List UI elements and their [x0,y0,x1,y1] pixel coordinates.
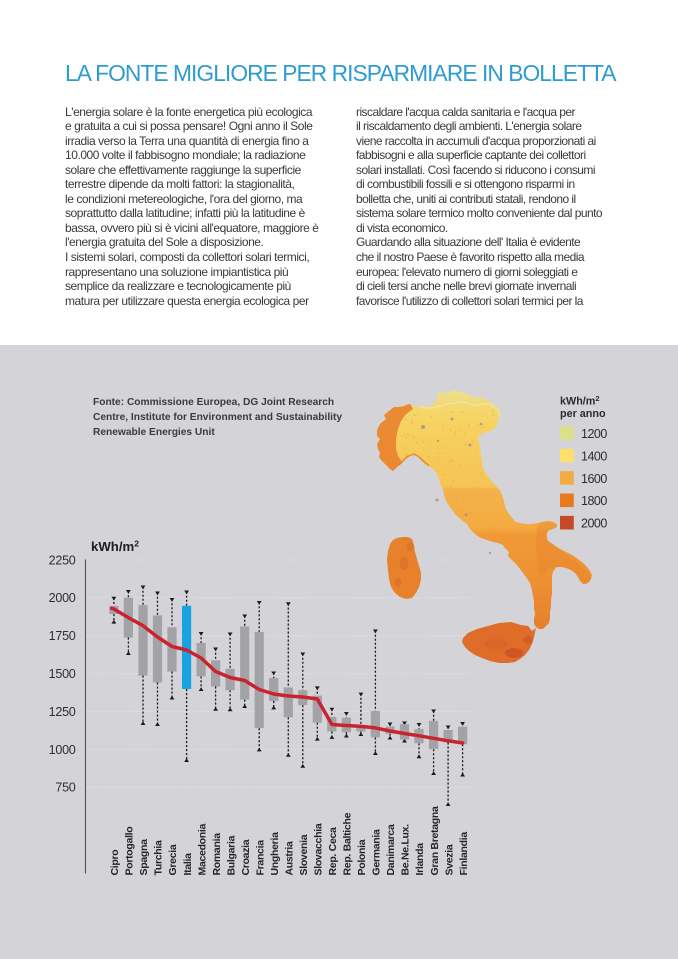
svg-text:750: 750 [55,781,75,795]
svg-text:Slovenia: Slovenia [298,834,310,875]
svg-text:Italia: Italia [182,853,194,876]
svg-text:1200: 1200 [581,427,607,441]
svg-text:Rep. Ceca: Rep. Ceca [327,827,339,876]
svg-text:Romania: Romania [211,833,223,876]
svg-text:Cipro: Cipro [109,850,121,876]
svg-text:2000: 2000 [581,517,607,531]
svg-text:Austria: Austria [284,841,296,876]
svg-text:Francia: Francia [254,840,266,876]
svg-text:1000: 1000 [49,743,76,757]
svg-text:Polonia: Polonia [356,839,368,875]
svg-text:Macedonia: Macedonia [196,823,208,875]
svg-text:Be.Ne.Lux.: Be.Ne.Lux. [400,824,412,876]
svg-text:per anno: per anno [560,408,606,420]
svg-text:kWh/m2: kWh/m2 [560,394,600,408]
svg-text:kWh/m2: kWh/m2 [91,539,139,555]
svg-text:1500: 1500 [49,667,76,681]
svg-text:Irlanda: Irlanda [414,843,426,876]
svg-text:Portogallo: Portogallo [124,827,136,876]
svg-text:1800: 1800 [581,494,607,508]
svg-text:Gran Bretagna: Gran Bretagna [429,806,441,875]
svg-text:Rep. Baltiche: Rep. Baltiche [342,812,354,875]
svg-text:Svezia: Svezia [443,844,455,875]
svg-text:1600: 1600 [581,472,607,486]
svg-text:Slovacchia: Slovacchia [313,823,325,875]
svg-text:2250: 2250 [49,553,76,567]
svg-text:Bulgaria: Bulgaria [225,835,237,875]
svg-text:Danimarca: Danimarca [385,824,397,875]
svg-text:Spagna: Spagna [138,839,150,876]
svg-text:Germania: Germania [371,829,383,875]
svg-text:1750: 1750 [49,629,76,643]
svg-text:Croazia: Croazia [240,839,252,875]
svg-text:1400: 1400 [581,449,607,463]
svg-text:Grecia: Grecia [167,844,179,875]
svg-text:1250: 1250 [49,705,76,719]
svg-text:2000: 2000 [49,591,76,605]
svg-text:Ungheria: Ungheria [269,832,281,876]
svg-text:Turchia: Turchia [153,840,165,876]
svg-text:Finlandia: Finlandia [458,832,470,876]
